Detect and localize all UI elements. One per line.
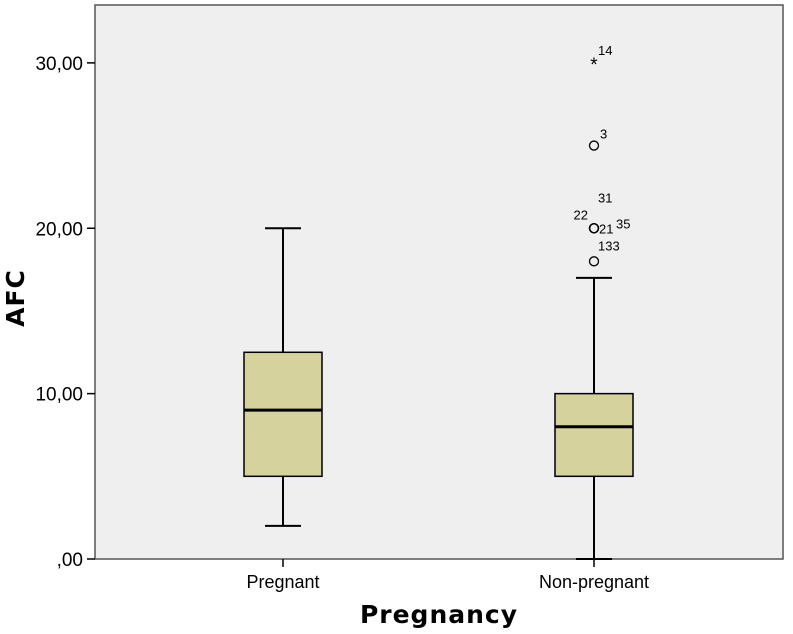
- outlier-star: *: [590, 55, 598, 76]
- x-category-label: Pregnant: [246, 572, 319, 592]
- box-iqr: [243, 351, 323, 478]
- outlier-label: 22: [574, 207, 588, 222]
- x-category-label: Non-pregnant: [539, 572, 649, 592]
- outlier-label: 31: [598, 190, 612, 205]
- outlier-label: 3: [600, 127, 607, 142]
- x-axis: Pregnant Non-pregnant: [246, 559, 649, 592]
- outlier-label: 14: [598, 43, 612, 58]
- boxes-layer: *14 3 31 22 21 35 133: [243, 43, 634, 560]
- box-pregnant: [243, 227, 323, 527]
- y-axis-title: AFC: [1, 269, 30, 327]
- outlier-circle: [588, 223, 600, 234]
- y-tick-label: 20,00: [35, 219, 83, 240]
- box-non-pregnant: *14 3 31 22 21 35 133: [554, 43, 634, 560]
- x-axis-title: Pregnancy: [360, 600, 518, 629]
- outlier-label: 35: [616, 216, 630, 231]
- y-axis: ,00 10,00 20,00 30,00: [35, 54, 95, 571]
- box-iqr: [554, 392, 634, 478]
- outlier-label: 133: [598, 238, 620, 253]
- y-tick-label: 10,00: [35, 385, 83, 406]
- outlier-circle: [588, 256, 600, 267]
- outlier-label: 21: [599, 221, 613, 236]
- y-tick-label: ,00: [57, 550, 83, 571]
- plot-area: [94, 4, 784, 560]
- y-tick-label: 30,00: [35, 54, 83, 75]
- outlier-circle: [588, 140, 600, 151]
